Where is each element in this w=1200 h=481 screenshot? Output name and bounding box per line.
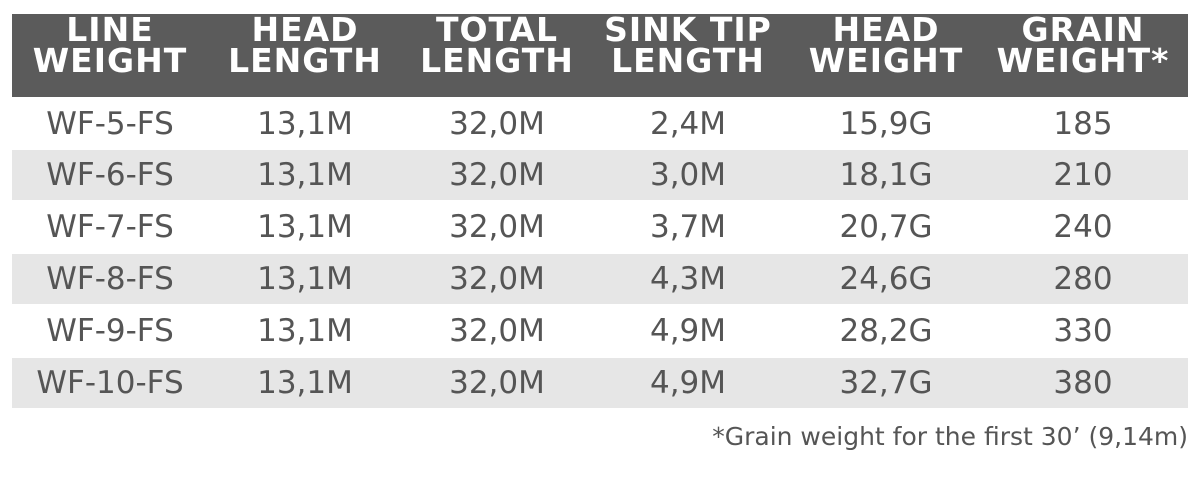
table-cell: 32,0M [449,313,545,349]
header-text: LENGTH [420,41,574,80]
header-text: WEIGHT* [996,41,1170,80]
table-cell: 4,9M [649,313,727,349]
table-cell: 185 [1053,106,1113,142]
table-cell: 280 [1053,261,1113,297]
table-row: WF-9-FS 13,1M 32,0M 4,9M 28,2G 330 [12,306,1188,356]
header-text: LINE [66,10,154,49]
table-cell: 13,1M [257,261,353,297]
table-cell: 20,7G [839,209,933,245]
table-cell: 32,0M [449,157,545,193]
table-row: WF-10-FS 13,1M 32,0M 4,9M 32,7G 380 [12,358,1188,408]
header-text: TOTAL [435,10,559,49]
header-cell: GRAIN WEIGHT* [985,10,1181,80]
header-text: HEAD [832,10,940,49]
table-cell: 32,0M [449,106,545,142]
table-cell: 4,3M [649,261,727,297]
table-cell: 24,6G [839,261,933,297]
table-row: WF-7-FS 13,1M 32,0M 3,7M 20,7G 240 [12,202,1188,252]
header-text: SINK TIP [604,10,772,49]
header-bar [12,14,1188,97]
table-cell: 240 [1053,209,1113,245]
table-row: WF-5-FS 13,1M 32,0M 2,4M 15,9G 185 [12,99,1188,149]
table-cell: WF-6-FS [46,157,174,193]
table-cell: 4,9M [649,365,727,401]
table-cell: 13,1M [257,106,353,142]
table-cell: 210 [1053,157,1113,193]
table-cell: WF-5-FS [46,106,174,142]
table-cell: 13,1M [257,365,353,401]
table-cell: 32,0M [449,261,545,297]
table-cell: 380 [1053,365,1113,401]
header-text: HEAD [251,10,359,49]
table-cell: 13,1M [257,313,353,349]
header-cell: LINE WEIGHT [12,10,208,80]
table-cell: 32,7G [839,365,933,401]
table-cell: 330 [1053,313,1113,349]
header-text: LENGTH [228,41,382,80]
header-cell: TOTAL LENGTH [399,10,595,80]
table-cell: 13,1M [257,209,353,245]
table-cell: WF-7-FS [46,209,174,245]
table-cell: WF-10-FS [36,365,184,401]
header-text: LENGTH [611,41,765,80]
header-cell: HEAD WEIGHT [788,10,984,80]
table-cell: WF-9-FS [46,313,174,349]
table-cell: 2,4M [649,106,727,142]
header-text: WEIGHT [32,41,188,80]
header-cell: SINK TIP LENGTH [590,10,786,80]
table-cell: 18,1G [839,157,933,193]
table-cell: 3,0M [649,157,727,193]
table-row: WF-8-FS 13,1M 32,0M 4,3M 24,6G 280 [12,254,1188,304]
table-cell: 28,2G [839,313,933,349]
table-cell: 32,0M [449,365,545,401]
table-cell: 32,0M [449,209,545,245]
header-text: GRAIN [1021,10,1145,49]
header-cell: HEAD LENGTH [207,10,403,80]
table-cell: 13,1M [257,157,353,193]
table-row: WF-6-FS 13,1M 32,0M 3,0M 18,1G 210 [12,150,1188,200]
footnote: *Grain weight for the first 30’ (9,14m) [712,422,1188,451]
header-text: WEIGHT [808,41,964,80]
table-cell: 3,7M [649,209,727,245]
table-cell: WF-8-FS [46,261,174,297]
table-cell: 15,9G [839,106,933,142]
